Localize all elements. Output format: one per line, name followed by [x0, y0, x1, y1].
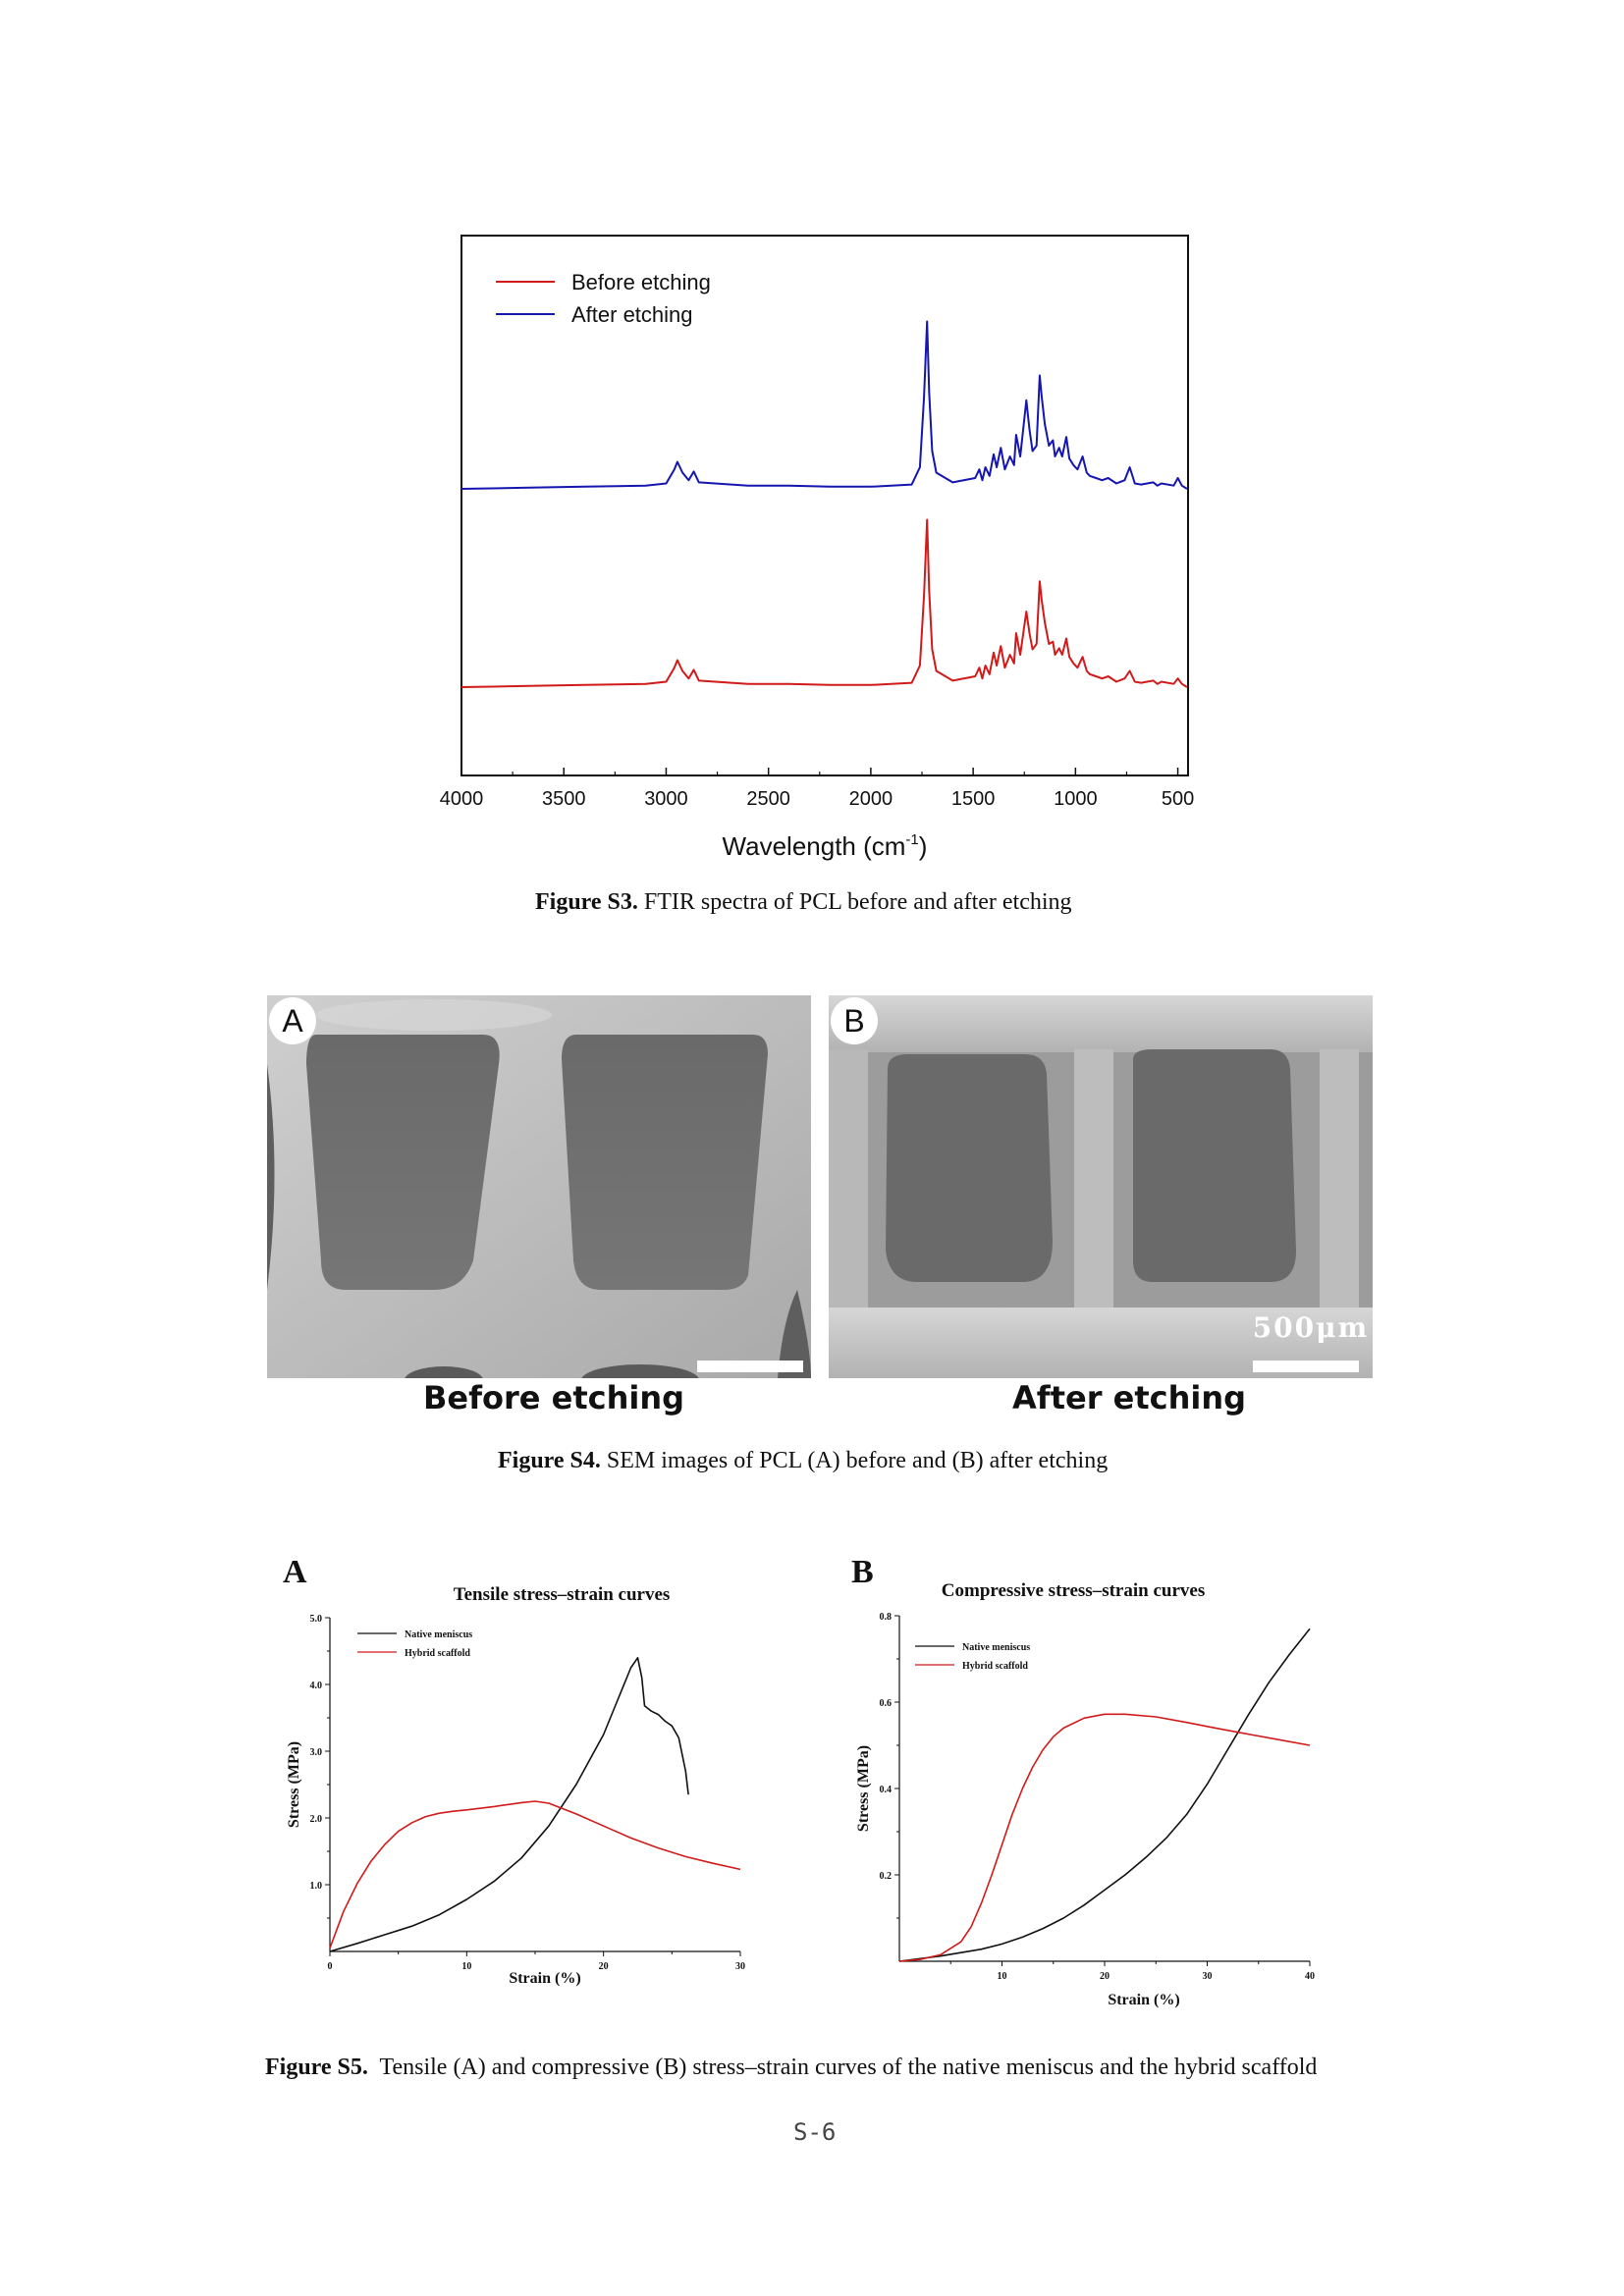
- figure-s3-caption: Figure S3. FTIR spectra of PCL before an…: [535, 889, 1072, 916]
- tensile-series-hybrid: [329, 1800, 741, 1949]
- sem-scale-text: 500μm: [1252, 1311, 1370, 1344]
- tensile-series-native: [329, 1657, 689, 1952]
- tensile-legend: Native meniscus Hybrid scaffold: [357, 1629, 472, 1659]
- compressive-title: Compressive stress–strain curves: [942, 1580, 1205, 1601]
- figure-s5-caption-label: Figure S5.: [265, 2055, 368, 2080]
- sem-before-illustration: [267, 995, 811, 1378]
- ftir-x-tick-label: 3500: [542, 788, 586, 810]
- compressive-x-tick-label: 20: [1100, 1971, 1110, 1982]
- figure-s3-caption-text: FTIR spectra of PCL before and after etc…: [637, 889, 1072, 915]
- tensile-y-tick-label: 5.0: [310, 1614, 323, 1625]
- compressive-y-tick-label: 0.2: [880, 1871, 893, 1882]
- sem-subtitle-before: Before etching: [423, 1379, 685, 1416]
- ftir-legend-label-before: Before etching: [571, 270, 711, 294]
- tensile-x-tick-label: 20: [599, 1961, 609, 1972]
- sem-image-before-etching: A: [267, 995, 811, 1378]
- ftir-series-after: [460, 320, 1188, 490]
- compressive-x-tick-label: 10: [998, 1971, 1007, 1982]
- tensile-y-tick-label: 1.0: [310, 1881, 323, 1892]
- figure-s5-caption: Figure S5. Tensile (A) and compressive (…: [265, 2055, 1317, 2081]
- compressive-legend-label-hybrid: Hybrid scaffold: [962, 1661, 1028, 1672]
- tensile-x-axis-title: Strain (%): [509, 1970, 580, 1987]
- ftir-x-tick-label: 4000: [440, 788, 484, 810]
- sem-subtitle-after: After etching: [1012, 1379, 1247, 1416]
- tensile-legend-label-native: Native meniscus: [405, 1629, 472, 1640]
- page-number: S-6: [793, 2118, 837, 2146]
- figure-s4-caption-label: Figure S4.: [498, 1448, 601, 1473]
- compressive-legend-label-native: Native meniscus: [962, 1642, 1030, 1653]
- compressive-y-tick-label: 0.4: [880, 1785, 893, 1795]
- tensile-y-tick-label: 2.0: [310, 1814, 323, 1825]
- sem-panel-a-label: A: [269, 997, 316, 1044]
- compressive-y-axis-title: Stress (MPa): [855, 1745, 872, 1832]
- compressive-chart: Compressive stress–strain curves 10 20 30 4…: [855, 1580, 1315, 2008]
- ftir-legend: Before etching After etching: [496, 270, 711, 327]
- ftir-legend-label-after: After etching: [571, 302, 693, 327]
- ftir-x-tick-label: 500: [1162, 788, 1194, 810]
- figure-s4-caption-text: SEM images of PCL (A) before and (B) aft…: [600, 1448, 1109, 1473]
- sem-scale-bar-a: [697, 1361, 803, 1372]
- compressive-y-tick-label: 0.8: [880, 1612, 893, 1623]
- ftir-x-tick-label: 1500: [951, 788, 996, 810]
- figure-s4-caption: Figure S4. SEM images of PCL (A) before …: [498, 1448, 1108, 1474]
- ftir-series-before: [460, 518, 1188, 688]
- ftir-plot-frame: [460, 235, 1189, 776]
- ftir-chart: 4000 3500 3000 2500 2000 1500 1000 500 Before e…: [440, 235, 1194, 861]
- compressive-legend: Native meniscus Hybrid scaffold: [915, 1642, 1030, 1672]
- tensile-x-tick-label: 30: [735, 1961, 745, 1972]
- sem-scale-bar-b: [1253, 1361, 1359, 1372]
- tensile-x-tick-label: 10: [461, 1961, 471, 1972]
- fig-s5-panel-b-letter: B: [851, 1554, 874, 1590]
- ftir-x-axis-title: Wavelength (cm-1): [723, 831, 928, 861]
- sem-after-illustration: [829, 995, 1373, 1378]
- compressive-x-tick-label: 30: [1203, 1971, 1213, 1982]
- compressive-x-axis-title: Strain (%): [1108, 1992, 1179, 2008]
- fig-s5-panel-a-letter: A: [283, 1554, 307, 1590]
- ftir-x-tick-label: 2000: [849, 788, 893, 810]
- tensile-title: Tensile stress–strain curves: [454, 1584, 671, 1605]
- compressive-series-hybrid: [898, 1713, 1311, 1962]
- compressive-series-native: [898, 1628, 1311, 1962]
- tensile-y-tick-label: 3.0: [310, 1747, 323, 1758]
- tensile-y-tick-label: 4.0: [310, 1681, 323, 1691]
- compressive-x-tick-label: 40: [1305, 1971, 1315, 1982]
- compressive-y-tick-label: 0.6: [880, 1698, 893, 1709]
- tensile-chart: Tensile stress–strain curves 0 10 20 30 1.0 2…: [286, 1584, 745, 1987]
- ftir-x-tick-label: 1000: [1054, 788, 1098, 810]
- figure-s5-caption-text: Tensile (A) and compressive (B) stress–s…: [367, 2055, 1318, 2080]
- tensile-x-tick-label: 0: [328, 1961, 333, 1972]
- tensile-legend-label-hybrid: Hybrid scaffold: [405, 1648, 470, 1659]
- ftir-x-tick-label: 3000: [644, 788, 688, 810]
- tensile-y-axis-title: Stress (MPa): [286, 1741, 302, 1828]
- sem-panel-b-label: B: [831, 997, 878, 1044]
- ftir-x-tick-label: 2500: [746, 788, 790, 810]
- sem-image-after-etching: B 500μm: [829, 995, 1373, 1378]
- figure-s3-caption-label: Figure S3.: [535, 889, 638, 915]
